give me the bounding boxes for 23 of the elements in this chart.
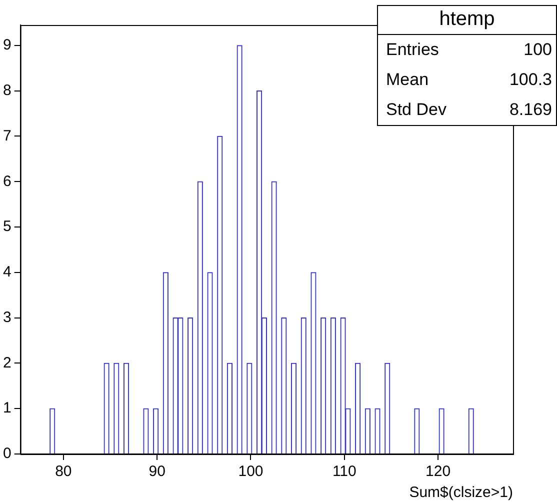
x-tick-label: 110	[332, 463, 356, 480]
annotation: 100.3	[509, 70, 552, 90]
annotation: Mean	[386, 70, 429, 90]
y-tick-label: 1	[3, 400, 12, 417]
annotation: Entries	[386, 40, 439, 60]
y-tick-label: 5	[3, 218, 12, 236]
y-tick-label: 8	[3, 82, 12, 99]
x-axis-title: Sum$(clsize>1)	[409, 484, 513, 502]
x-tick-label: 100	[238, 463, 264, 480]
y-tick-label: 2	[3, 354, 12, 372]
y-tick-label: 9	[3, 36, 12, 54]
y-tick-label: 3	[3, 308, 12, 326]
y-tick-label: 4	[3, 264, 12, 281]
y-tick-label: 6	[3, 172, 12, 190]
y-tick-label: 0	[3, 445, 12, 462]
annotation: htemp	[378, 6, 556, 35]
annotation: 8.169	[509, 100, 552, 120]
x-tick-label: 120	[426, 463, 451, 480]
x-tick-label: 90	[148, 463, 166, 480]
text: 100	[524, 40, 552, 60]
y-tick-label: 7	[3, 127, 12, 144]
x-tick-label: 80	[55, 463, 72, 480]
annotation: Std Dev	[386, 100, 446, 120]
